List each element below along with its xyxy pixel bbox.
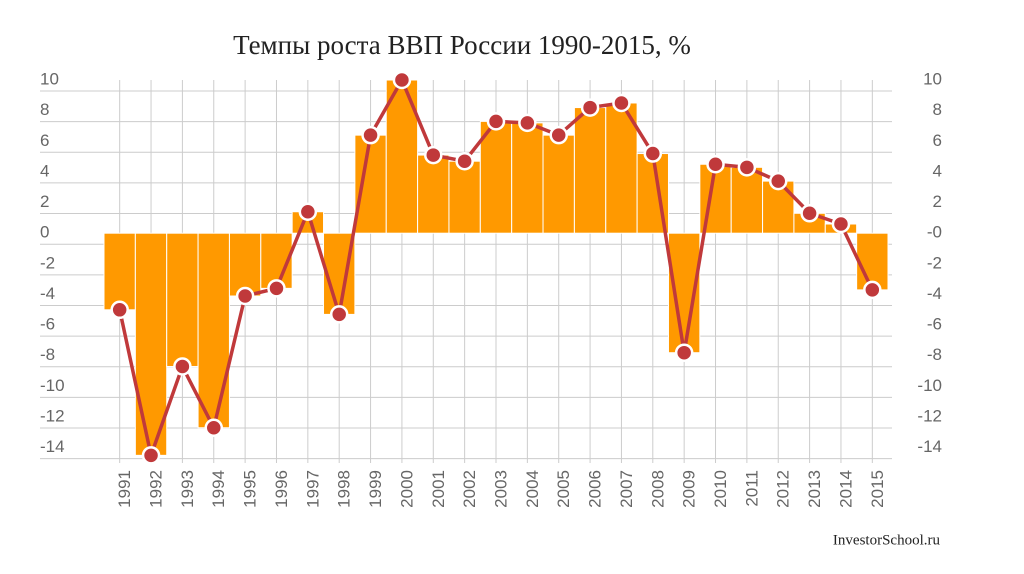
- y-tick-label: -10: [40, 376, 65, 395]
- bar: [166, 232, 199, 367]
- point: [674, 343, 694, 362]
- y2-tick-label: -2: [927, 253, 942, 272]
- x-tick-label: 2014: [836, 470, 855, 508]
- x-tick-label: 1993: [178, 470, 197, 508]
- bar: [448, 160, 481, 234]
- bar: [605, 102, 638, 234]
- bar: [103, 232, 136, 311]
- y2-tick-label: 6: [933, 131, 942, 150]
- chart-title: Темпы роста ВВП России 1990-2015, %: [233, 30, 691, 60]
- point: [486, 112, 506, 131]
- point: [831, 214, 851, 234]
- point: [298, 202, 318, 222]
- y-tick-label: -12: [40, 407, 65, 426]
- y-tick-label: -6: [40, 315, 55, 334]
- y2-tick-label: -12: [917, 407, 942, 426]
- x-tick-label: 1999: [366, 470, 385, 508]
- bar: [511, 122, 544, 234]
- point: [204, 418, 224, 438]
- y2-tick-label: -0: [927, 223, 942, 242]
- point: [141, 446, 161, 465]
- x-tick-label: 1991: [115, 470, 134, 508]
- point: [267, 279, 286, 298]
- y-tick-label: 0: [40, 223, 49, 242]
- bar: [197, 232, 230, 429]
- y-tick-label: -8: [40, 345, 55, 364]
- point: [361, 125, 380, 145]
- x-tick-label: 2008: [648, 470, 667, 508]
- point: [737, 158, 757, 177]
- point: [706, 155, 725, 174]
- point: [110, 300, 129, 320]
- x-tick-label: 2015: [868, 470, 887, 508]
- x-tick-label: 1997: [303, 470, 322, 508]
- point: [612, 93, 631, 113]
- y2-tick-label: 8: [933, 100, 942, 119]
- x-tick-label: 2001: [429, 470, 448, 508]
- point: [643, 144, 663, 163]
- bar: [354, 134, 387, 234]
- point: [455, 151, 474, 171]
- x-tick-label: 2004: [523, 470, 542, 508]
- y-tick-label: 10: [40, 69, 59, 88]
- bar: [542, 134, 575, 234]
- y2-tick-label: -8: [927, 345, 942, 364]
- y2-tick-label: 10: [923, 69, 942, 88]
- y-tick-label: -4: [40, 284, 55, 303]
- x-tick-label: 2011: [742, 470, 761, 507]
- point: [173, 357, 192, 376]
- y2-tick-label: 2: [933, 192, 942, 211]
- y2-tick-label: -4: [927, 284, 942, 303]
- point: [800, 204, 819, 223]
- x-tick-label: 2000: [397, 470, 416, 508]
- point: [768, 171, 788, 191]
- bar: [573, 107, 607, 234]
- y2-tick-label: -14: [917, 437, 942, 456]
- bar: [228, 232, 262, 297]
- bar: [479, 120, 513, 234]
- y2-tick-label: -10: [917, 376, 942, 395]
- x-tick-label: 2012: [774, 470, 793, 508]
- point: [518, 113, 537, 133]
- y-tick-label: -2: [40, 253, 55, 272]
- x-tick-label: 2010: [711, 470, 730, 508]
- x-tick-label: 2005: [554, 470, 573, 508]
- y-tick-label: 8: [40, 100, 49, 119]
- point: [580, 98, 600, 117]
- point: [235, 286, 255, 306]
- x-tick-label: 2002: [460, 470, 479, 508]
- point: [392, 70, 412, 90]
- x-tick-label: 2006: [586, 470, 605, 508]
- x-tick-label: 1992: [147, 470, 166, 508]
- watermark: InvestorSchool.ru: [833, 532, 941, 548]
- y-tick-label: -14: [40, 437, 65, 456]
- x-tick-label: 1995: [241, 470, 260, 508]
- point: [549, 125, 568, 145]
- point: [424, 145, 443, 165]
- x-tick-label: 1998: [335, 470, 354, 508]
- y-tick-label: 2: [40, 192, 49, 211]
- bar: [730, 166, 764, 234]
- y2-tick-label: -6: [927, 315, 942, 334]
- y2-tick-label: 4: [933, 161, 942, 180]
- bar: [417, 154, 450, 234]
- x-tick-label: 1994: [209, 470, 228, 508]
- point: [329, 305, 349, 324]
- bar: [134, 232, 168, 456]
- point: [863, 280, 882, 300]
- y-tick-label: 4: [40, 161, 49, 180]
- y-tick-label: 6: [40, 131, 49, 150]
- x-tick-label: 2007: [617, 470, 636, 508]
- x-tick-label: 2013: [805, 470, 824, 508]
- x-tick-label: 2009: [680, 470, 699, 508]
- x-tick-label: 2003: [491, 470, 510, 508]
- x-tick-label: 1996: [272, 470, 291, 508]
